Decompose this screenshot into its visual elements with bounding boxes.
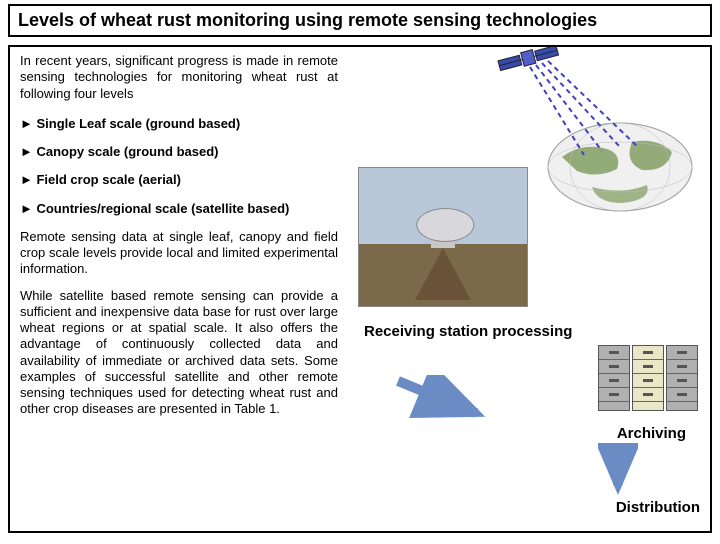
arrow-to-distribution (598, 443, 638, 497)
archiving-label: Archiving (617, 425, 686, 442)
bullet-regional: ► Countries/regional scale (satellite ba… (20, 201, 338, 217)
dish-tower (415, 248, 471, 300)
page-title: Levels of wheat rust monitoring using re… (18, 10, 702, 31)
receiving-station-label: Receiving station processing (364, 323, 572, 341)
arrow-to-archiving (390, 375, 490, 423)
archive-cabinets (598, 343, 698, 413)
text-column: In recent years, significant progress is… (10, 47, 348, 531)
bullet-leaf: ► Single Leaf scale (ground based) (20, 116, 338, 132)
receiving-dish-image (358, 167, 528, 307)
dish-reflector (416, 208, 474, 242)
distribution-label: Distribution (616, 499, 700, 516)
cabinet-3 (666, 345, 698, 411)
bullet-field: ► Field crop scale (aerial) (20, 172, 338, 188)
intro-text: In recent years, significant progress is… (20, 53, 338, 102)
cabinet-1 (598, 345, 630, 411)
cabinet-2 (632, 345, 664, 411)
paragraph-local: Remote sensing data at single leaf, cano… (20, 229, 338, 278)
paragraph-satellite: While satellite based remote sensing can… (20, 288, 338, 418)
title-box: Levels of wheat rust monitoring using re… (8, 4, 712, 37)
diagram-column: Receiving station processing Archiving D… (348, 47, 710, 531)
content-box: In recent years, significant progress is… (8, 45, 712, 533)
bullet-canopy: ► Canopy scale (ground based) (20, 144, 338, 160)
